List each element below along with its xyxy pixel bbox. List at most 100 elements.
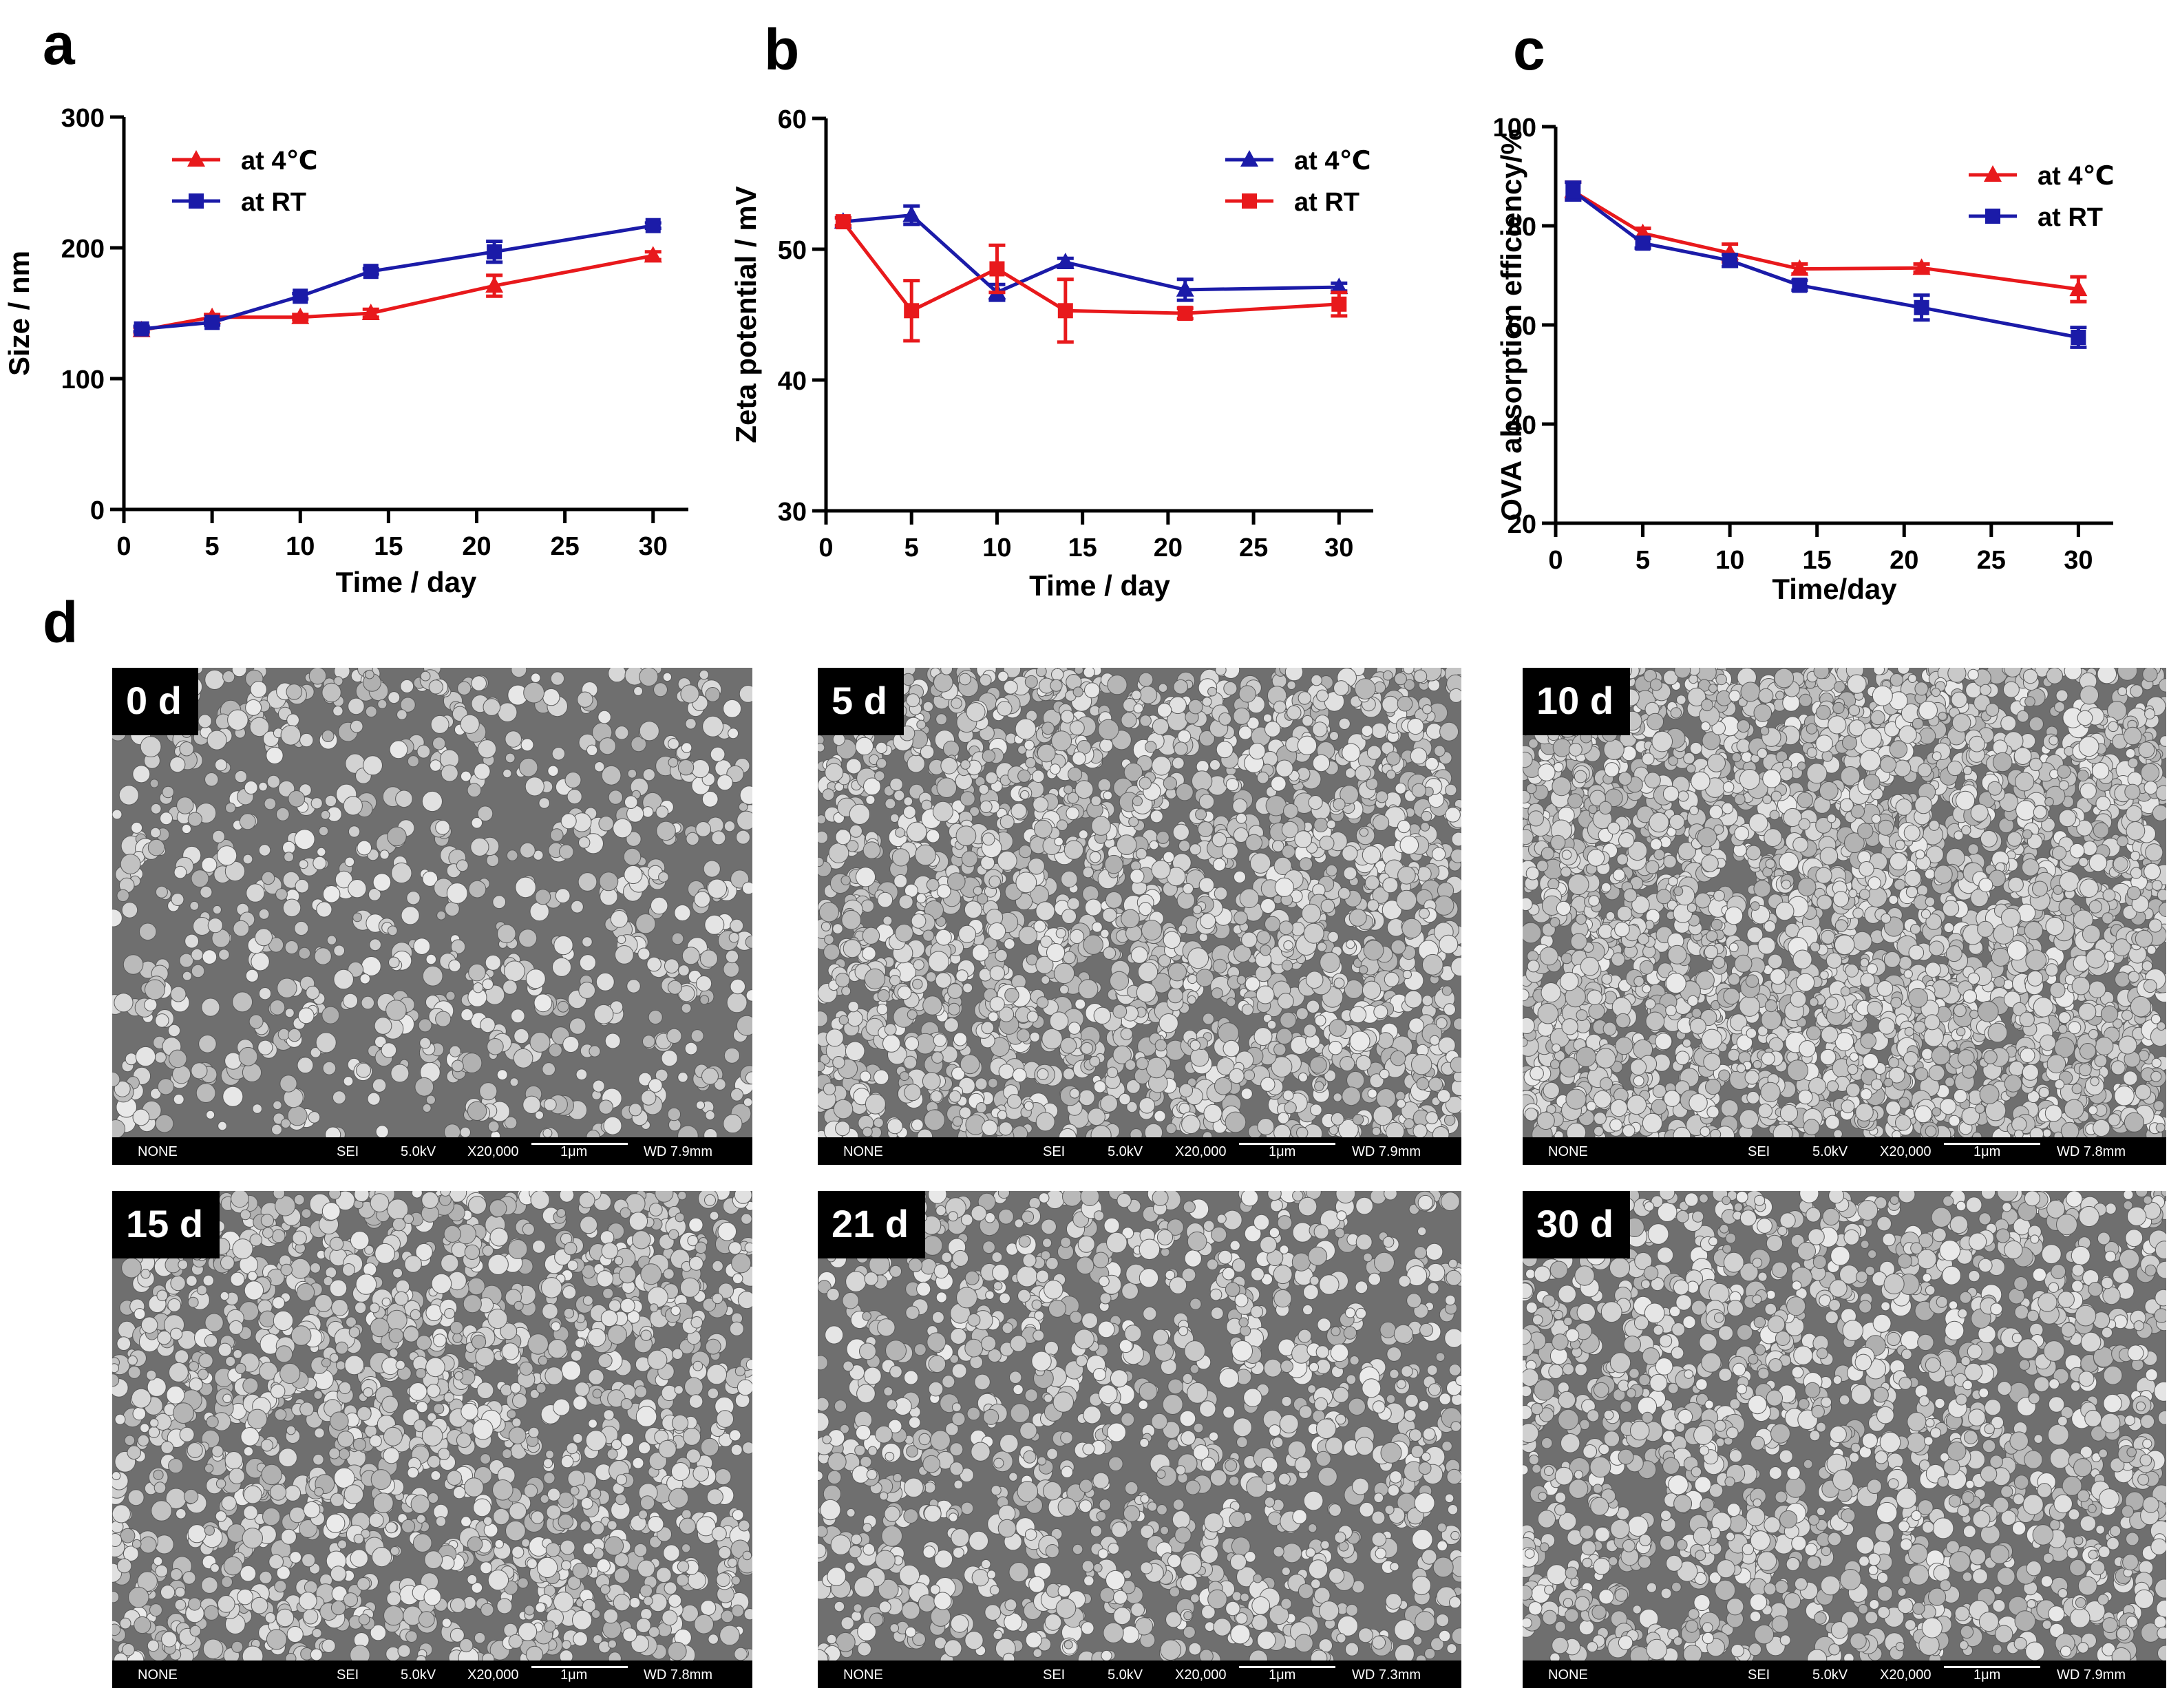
data-point <box>485 276 504 293</box>
legend-marker-0 <box>187 150 205 167</box>
x-tick-label: 5 <box>904 534 919 562</box>
sem-info-wd: WD 7.8mm <box>2057 1144 2126 1159</box>
y-tick-label: 60 <box>1507 312 1536 341</box>
panel-letter-b: b <box>764 17 800 82</box>
data-point <box>293 288 308 304</box>
sem-info-scale: 1μm <box>560 1667 588 1683</box>
sem-info-mode: SEI <box>1748 1144 1770 1159</box>
legend-label-1: at RT <box>241 188 306 217</box>
sem-info-wd: WD 7.8mm <box>644 1667 712 1683</box>
sem-info-none: NONE <box>1548 1144 1588 1159</box>
nanoparticle-cluster <box>1523 668 2166 1137</box>
x-tick-label: 30 <box>2064 546 2093 575</box>
sem-image-6: 30 d NONE SEI 5.0kV X20,000 1μm WD 7.9mm <box>1523 1191 2166 1688</box>
sem-day-label: 15 d <box>112 1191 220 1258</box>
legend-marker-0 <box>1240 150 1258 167</box>
sem-scale-line <box>531 1666 628 1668</box>
sem-image-1: 0 d NONE SEI 5.0kV X20,000 1μm WD 7.9mm <box>112 668 752 1165</box>
nanoparticle-cluster <box>1523 1191 2166 1660</box>
data-point <box>134 321 149 337</box>
legend-label-1: at RT <box>2038 203 2103 232</box>
sem-info-scale: 1μm <box>1973 1144 2001 1159</box>
sem-day-label: 0 d <box>112 668 198 735</box>
sem-scale-line <box>1239 1143 1335 1145</box>
series-line-1 <box>141 224 654 331</box>
x-tick-label: 10 <box>286 532 315 561</box>
data-point <box>1635 235 1651 251</box>
chart-ova-absorption: 0 5 10 15 20 25 30 20 40 60 80 100 Time/day OVA absor… <box>1493 114 2115 605</box>
y-tick-label: 50 <box>778 236 807 265</box>
data-point <box>644 246 662 263</box>
data-point <box>1330 277 1348 295</box>
x-tick-label: 15 <box>1803 546 1832 575</box>
x-tick-label: 5 <box>1636 546 1650 575</box>
y-tick-label: 300 <box>61 104 105 133</box>
sem-info-none: NONE <box>1548 1667 1588 1683</box>
y-tick-label: 100 <box>61 366 105 394</box>
sem-info-mode: SEI <box>1748 1667 1770 1683</box>
sem-info-mode: SEI <box>1043 1144 1066 1159</box>
y-tick-label: 100 <box>1493 114 1536 143</box>
panel-letter-a: a <box>43 12 75 76</box>
sem-info-bar: NONE SEI 5.0kV X20,000 1μm WD 7.9mm <box>1523 1660 2166 1688</box>
sem-info-mag: X20,000 <box>467 1667 519 1683</box>
sem-image-4: 15 d NONE SEI 5.0kV X20,000 1μm WD 7.8mm <box>112 1191 752 1688</box>
sem-info-kv: 5.0kV <box>1812 1144 1848 1159</box>
series-line-0 <box>1572 189 2079 291</box>
y-tick-label: 20 <box>1507 510 1536 539</box>
sem-image-2: 5 d NONE SEI 5.0kV X20,000 1μm WD 7.9mm <box>818 668 1461 1165</box>
data-point <box>363 264 379 280</box>
sem-info-wd: WD 7.3mm <box>1352 1667 1421 1683</box>
sem-info-mag: X20,000 <box>1175 1667 1227 1683</box>
sem-micrograph <box>1523 1191 2166 1660</box>
sem-scale-line <box>531 1143 628 1145</box>
sem-info-scale: 1μm <box>560 1144 588 1159</box>
data-point <box>1792 277 1808 293</box>
sem-image-5: 21 d NONE SEI 5.0kV X20,000 1μm WD 7.3mm <box>818 1191 1461 1688</box>
sem-scale-line <box>1944 1666 2040 1668</box>
data-point <box>1331 296 1347 312</box>
data-point <box>904 303 920 319</box>
sem-info-mag: X20,000 <box>1880 1667 1932 1683</box>
x-tick-label: 20 <box>1890 546 1918 575</box>
series-line-1 <box>1571 189 2079 339</box>
y-tick-label: 40 <box>1507 411 1536 440</box>
y-axis-label: Zeta potential / mV <box>730 186 762 443</box>
x-axis-label: Time/day <box>1772 573 1897 605</box>
y-tick-label: 40 <box>778 367 807 396</box>
sem-info-wd: WD 7.9mm <box>2057 1667 2126 1683</box>
data-point <box>1722 253 1738 268</box>
data-point <box>989 261 1005 277</box>
x-axis-label: Time / day <box>1029 569 1170 602</box>
data-point <box>1176 280 1194 297</box>
data-point <box>2071 330 2086 345</box>
x-tick-label: 15 <box>374 532 403 561</box>
data-point <box>1790 259 1809 276</box>
legend-label-0: at 4℃ <box>2038 162 2115 191</box>
legend-marker-1 <box>1242 193 1257 209</box>
sem-info-bar: NONE SEI 5.0kV X20,000 1μm WD 7.9mm <box>112 1137 752 1165</box>
sem-info-kv: 5.0kV <box>1108 1144 1143 1159</box>
y-tick-label: 60 <box>778 105 807 134</box>
data-point <box>2069 280 2088 297</box>
x-tick-label: 20 <box>1154 534 1183 562</box>
sem-info-mag: X20,000 <box>1175 1144 1227 1159</box>
sem-info-bar: NONE SEI 5.0kV X20,000 1μm WD 7.8mm <box>1523 1137 2166 1165</box>
x-tick-label: 0 <box>116 532 131 561</box>
x-tick-label: 0 <box>818 534 833 562</box>
x-tick-label: 30 <box>1324 534 1353 562</box>
data-point <box>902 205 921 222</box>
sem-scale-line <box>1944 1143 2040 1145</box>
sem-info-mode: SEI <box>337 1144 359 1159</box>
x-tick-label: 10 <box>982 534 1011 562</box>
sem-info-none: NONE <box>843 1667 883 1683</box>
legend-marker-1 <box>189 193 204 209</box>
sem-info-bar: NONE SEI 5.0kV X20,000 1μm WD 7.8mm <box>112 1660 752 1688</box>
x-tick-label: 5 <box>205 532 220 561</box>
y-tick-label: 80 <box>1507 213 1536 242</box>
data-point <box>204 315 220 330</box>
sem-info-mag: X20,000 <box>467 1144 519 1159</box>
legend-label-0: at 4℃ <box>1294 147 1371 176</box>
sem-scale-line <box>1239 1666 1335 1668</box>
x-tick-label: 25 <box>1239 534 1268 562</box>
